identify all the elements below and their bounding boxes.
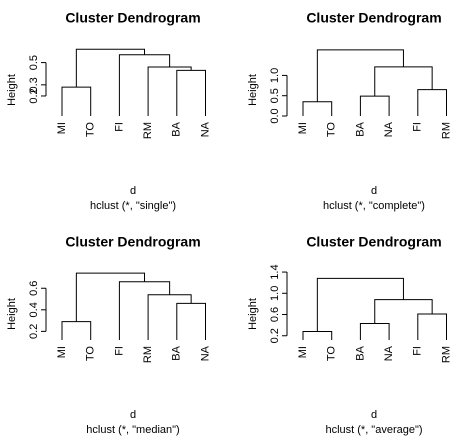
merge-link xyxy=(302,331,333,340)
merge-link xyxy=(61,321,92,340)
merge-link xyxy=(75,272,146,322)
leaf-label: FI xyxy=(412,346,424,356)
x-axis-label: d xyxy=(371,185,377,197)
subtitle: hclust (*, "complete") xyxy=(323,200,425,212)
leaf-label: RM xyxy=(440,346,452,363)
leaf-label: NA xyxy=(383,121,395,137)
leaf-label: RM xyxy=(142,122,154,139)
y-axis-label: Height xyxy=(6,74,18,106)
subtitle: hclust (*, "median") xyxy=(86,424,179,436)
merge-link xyxy=(147,66,192,116)
merge-link xyxy=(417,89,447,116)
y-tick-label: 0.5 xyxy=(269,88,281,103)
y-axis-label: Height xyxy=(247,74,259,106)
x-axis-label: d xyxy=(371,409,377,421)
y-axis-label: Height xyxy=(6,298,18,330)
leaf-label: NA xyxy=(199,345,211,361)
subtitle: hclust (*, "single") xyxy=(90,200,176,212)
x-axis-label: d xyxy=(130,409,136,421)
panel-title: Cluster Dendrogram xyxy=(306,10,441,26)
leaf-label: TO xyxy=(85,346,97,362)
y-tick-label: 1.0 xyxy=(269,68,281,83)
merge-link xyxy=(359,323,390,340)
merge-link xyxy=(118,54,171,116)
merge-link xyxy=(61,86,92,116)
leaf-label: FI xyxy=(412,122,424,132)
leaf-label: NA xyxy=(383,345,395,361)
merge-link xyxy=(75,48,146,88)
merge-link xyxy=(118,281,171,340)
y-tick-label: 0.0 xyxy=(269,108,281,123)
leaf-label: NA xyxy=(199,121,211,137)
leaf-label: BA xyxy=(354,345,366,360)
y-tick-label: 0.4 xyxy=(28,302,40,317)
merge-link xyxy=(316,277,404,332)
panel-title: Cluster Dendrogram xyxy=(65,234,200,250)
leaf-label: MI xyxy=(297,122,309,134)
y-tick-label: 1.4 xyxy=(269,264,281,279)
leaf-label: FI xyxy=(113,122,125,132)
leaf-label: RM xyxy=(142,346,154,363)
y-tick-label: 0.2 xyxy=(269,328,281,343)
merge-link xyxy=(374,299,433,324)
y-tick-label: 0.3 xyxy=(28,77,40,92)
y-tick-label: 0.5 xyxy=(28,55,40,70)
leaf-label: TO xyxy=(326,122,338,138)
merge-link xyxy=(147,294,192,340)
y-tick-label: 1.0 xyxy=(269,286,281,301)
leaf-label: BA xyxy=(354,121,366,136)
leaf-label: MI xyxy=(56,122,68,134)
leaf-label: RM xyxy=(440,122,452,139)
y-tick-label: 0.2 xyxy=(28,324,40,339)
merge-link xyxy=(316,49,404,102)
merge-link xyxy=(176,302,206,340)
panel-title: Cluster Dendrogram xyxy=(306,234,441,250)
x-axis-label: d xyxy=(130,185,136,197)
y-tick-label: 0.2 xyxy=(28,88,40,103)
leaf-label: BA xyxy=(171,345,183,360)
merge-link xyxy=(302,101,333,116)
leaf-label: MI xyxy=(297,346,309,358)
merge-link xyxy=(176,69,206,116)
leaf-label: MI xyxy=(56,346,68,358)
merge-link xyxy=(374,66,433,97)
leaf-label: FI xyxy=(113,346,125,356)
leaf-label: TO xyxy=(326,346,338,362)
panel-title: Cluster Dendrogram xyxy=(65,10,200,26)
y-axis-label: Height xyxy=(247,298,259,330)
leaf-label: BA xyxy=(171,121,183,136)
subtitle: hclust (*, "average") xyxy=(325,424,422,436)
merge-link xyxy=(417,313,447,340)
leaf-label: TO xyxy=(85,122,97,138)
merge-link xyxy=(359,95,390,116)
y-tick-label: 0.6 xyxy=(28,281,40,296)
y-tick-label: 0.6 xyxy=(269,307,281,322)
